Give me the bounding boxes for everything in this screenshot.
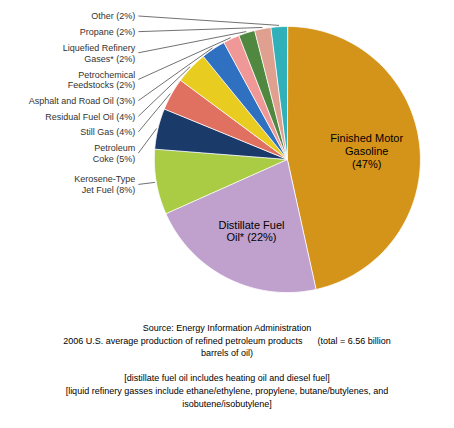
svg-text:Residual Fuel Oil (4%): Residual Fuel Oil (4%) [45, 112, 135, 122]
svg-text:PetroleumCoke (5%): PetroleumCoke (5%) [93, 143, 136, 164]
svg-text:Liquefied RefineryGases* (2%): Liquefied RefineryGases* (2%) [63, 43, 136, 64]
svg-text:Finished MotorGasoline(47%): Finished MotorGasoline(47%) [330, 132, 403, 169]
svg-text:Still Gas (4%): Still Gas (4%) [80, 127, 135, 137]
svg-text:Asphalt and Road Oil (3%): Asphalt and Road Oil (3%) [29, 96, 136, 106]
svg-text:Propane (2%): Propane (2%) [80, 27, 136, 37]
html-text:Source: Energy Information Adm: Source: Energy Information Administratio… [63, 323, 391, 409]
svg-text:Kerosene-TypeJet Fuel (8%): Kerosene-TypeJet Fuel (8%) [74, 174, 135, 195]
svg-text:Other (2%): Other (2%) [91, 11, 135, 21]
svg-text:PetrochemicalFeedstocks (2%): PetrochemicalFeedstocks (2%) [68, 70, 136, 91]
svg-text:Distillate FuelOil* (22%): Distillate FuelOil* (22%) [218, 219, 284, 244]
